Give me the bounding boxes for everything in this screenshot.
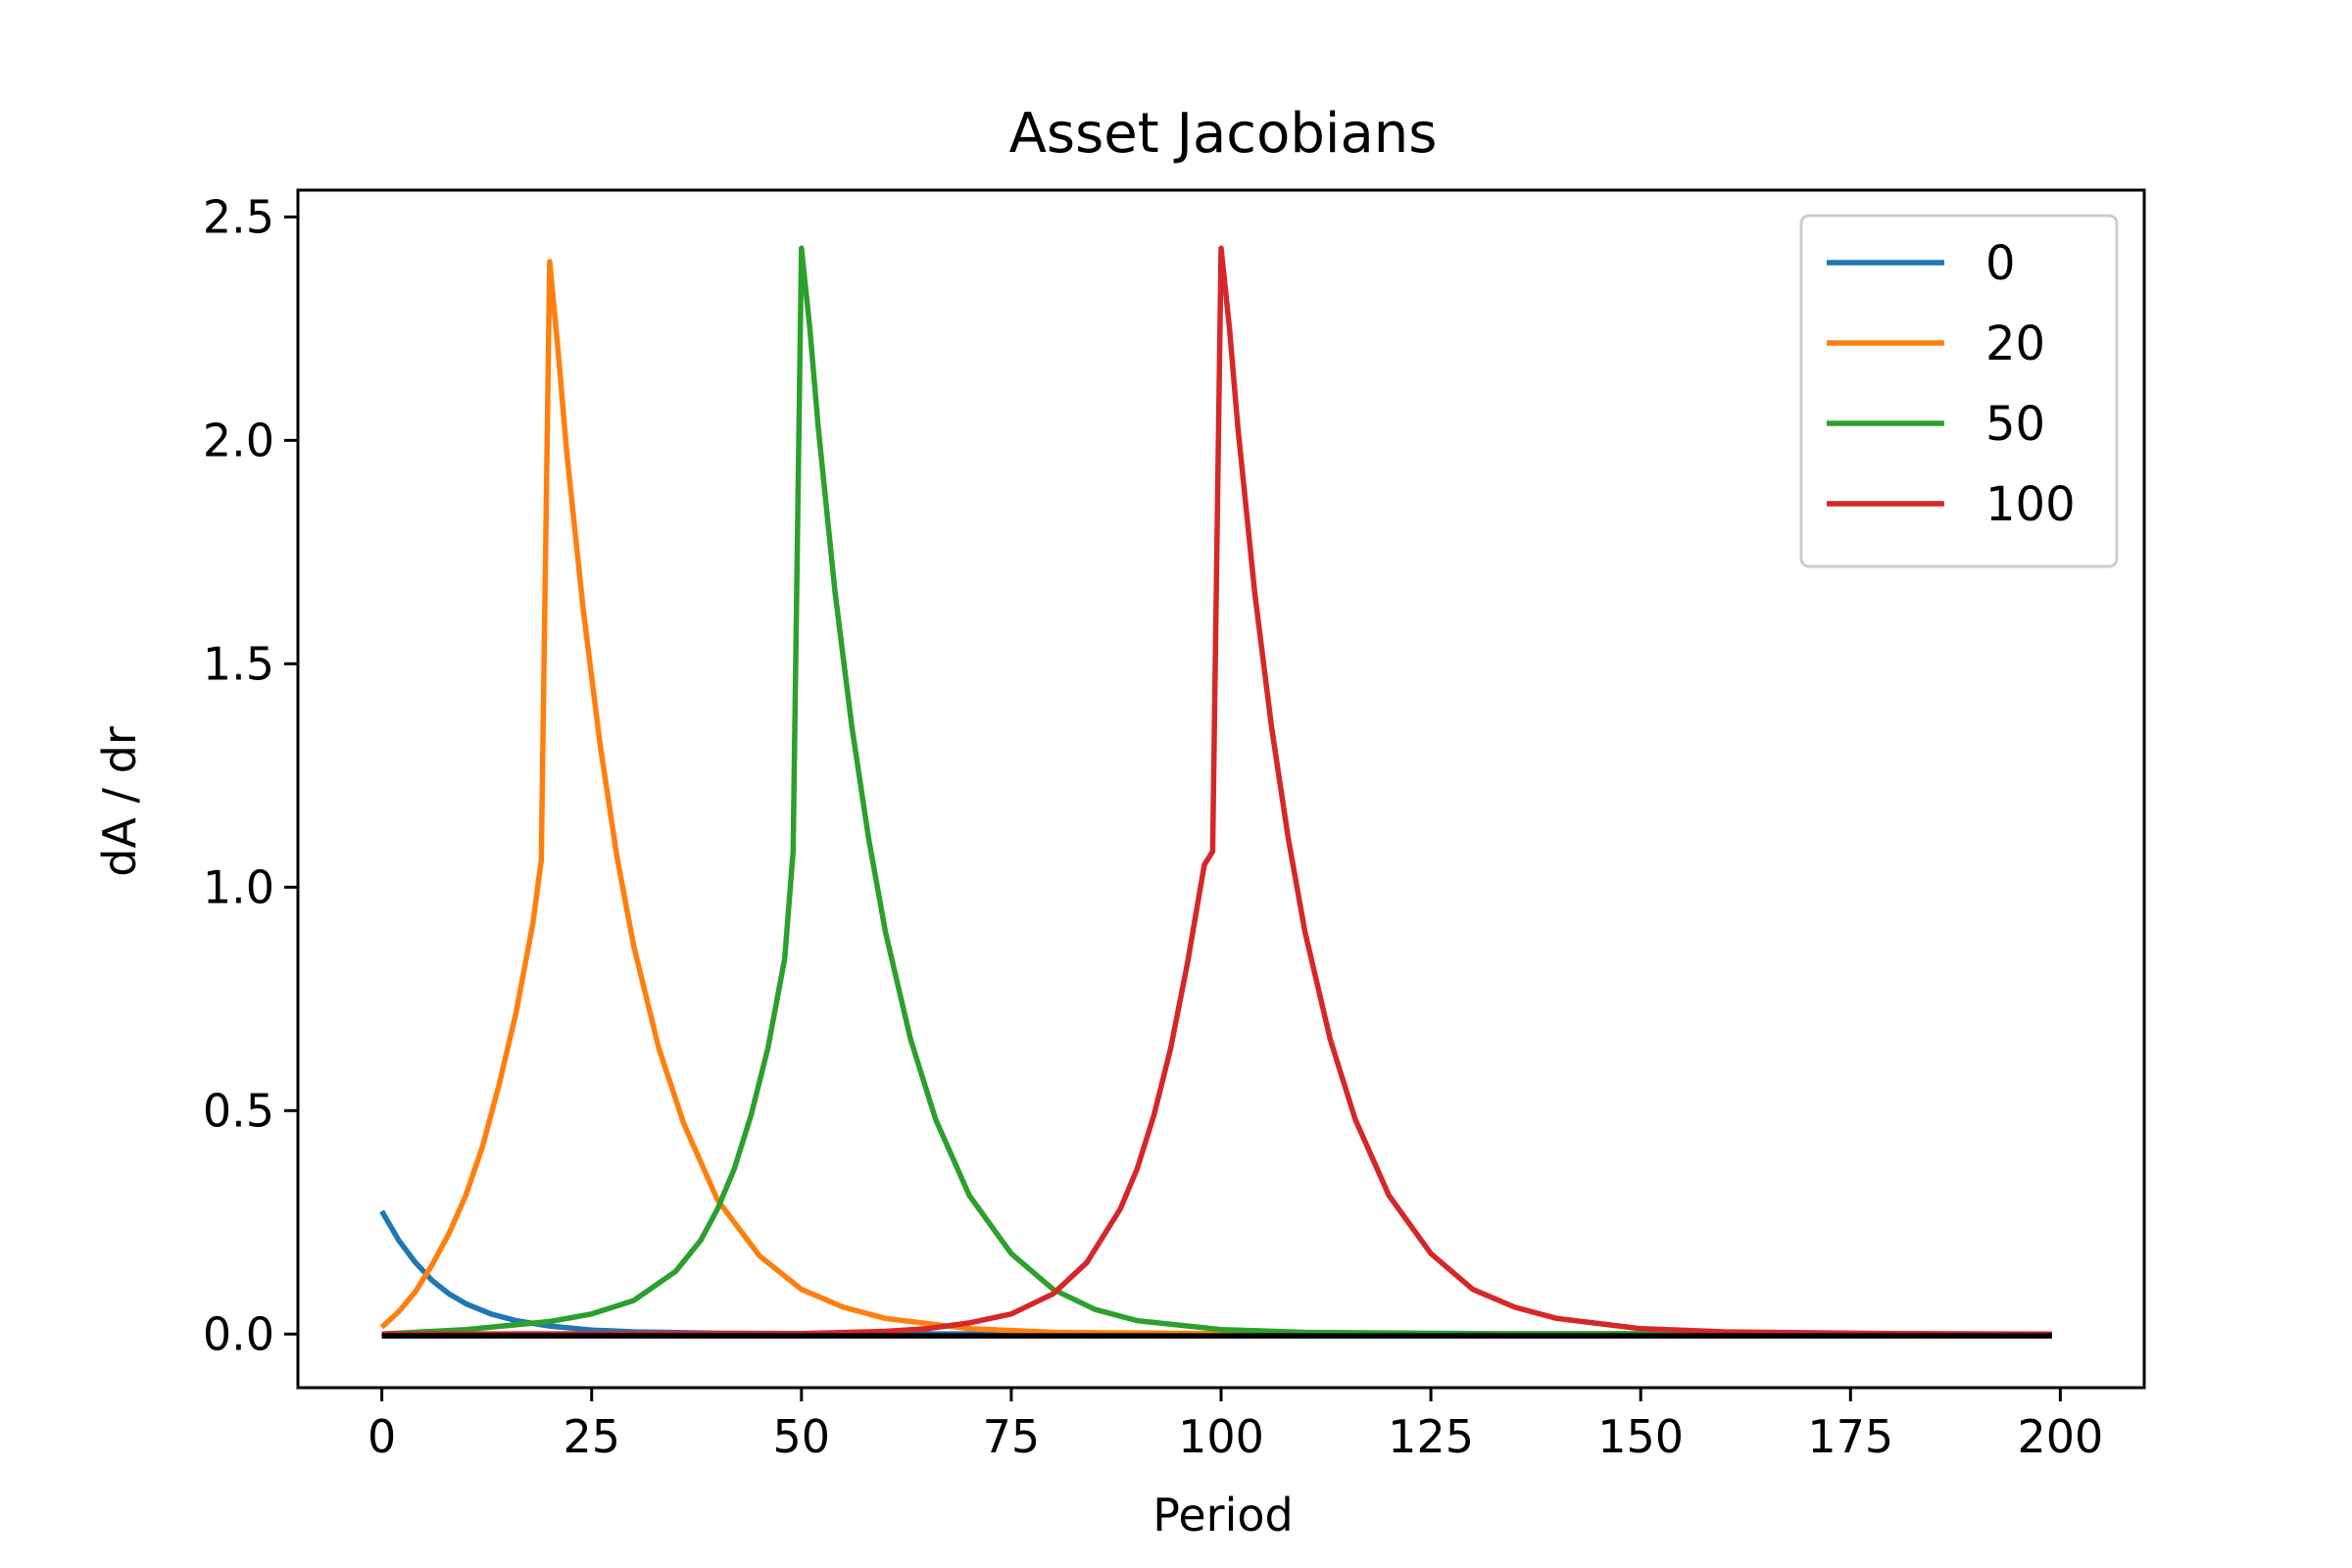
y-tick-label: 0.0 [203, 1307, 274, 1360]
series-line-20 [379, 259, 2052, 1338]
x-tick-label: 150 [1597, 1410, 1684, 1463]
y-tick-label: 2.5 [203, 190, 274, 243]
series-group [379, 245, 2052, 1339]
series-line-50 [381, 245, 2052, 1338]
series-line-100 [381, 245, 2052, 1338]
x-tick-label: 175 [1807, 1410, 1893, 1463]
x-tick-label: 0 [368, 1410, 396, 1463]
plot-frame [296, 188, 2146, 1390]
legend-label: 20 [1985, 317, 2045, 371]
x-tick-label: 100 [1178, 1410, 1264, 1463]
y-axis-title: dA / dr [93, 726, 146, 877]
legend-label: 50 [1985, 397, 2045, 452]
y-tick-label: 0.5 [203, 1084, 274, 1137]
x-tick-label: 200 [2017, 1410, 2103, 1463]
x-tick-label: 50 [773, 1410, 831, 1463]
x-axis-title: Period [1152, 1489, 1293, 1542]
x-tick-label: 25 [563, 1410, 620, 1463]
legend-box [1799, 214, 2119, 568]
legend: 0 20 50 100 [1799, 214, 2119, 568]
y-tick-label: 2.0 [203, 414, 274, 466]
y-axis: 0.0 0.5 1.0 1.5 2.0 2.5 [203, 190, 298, 1360]
x-tick-label: 75 [983, 1410, 1041, 1463]
legend-label: 0 [1985, 236, 2016, 291]
chart-title: Asset Jacobians [1009, 102, 1438, 166]
y-tick-label: 1.0 [203, 860, 274, 913]
x-axis: 0 25 50 75 100 125 150 175 200 [368, 1388, 2103, 1463]
y-tick-label: 1.5 [203, 637, 274, 690]
legend-label: 100 [1985, 477, 2076, 532]
x-tick-label: 125 [1388, 1410, 1474, 1463]
